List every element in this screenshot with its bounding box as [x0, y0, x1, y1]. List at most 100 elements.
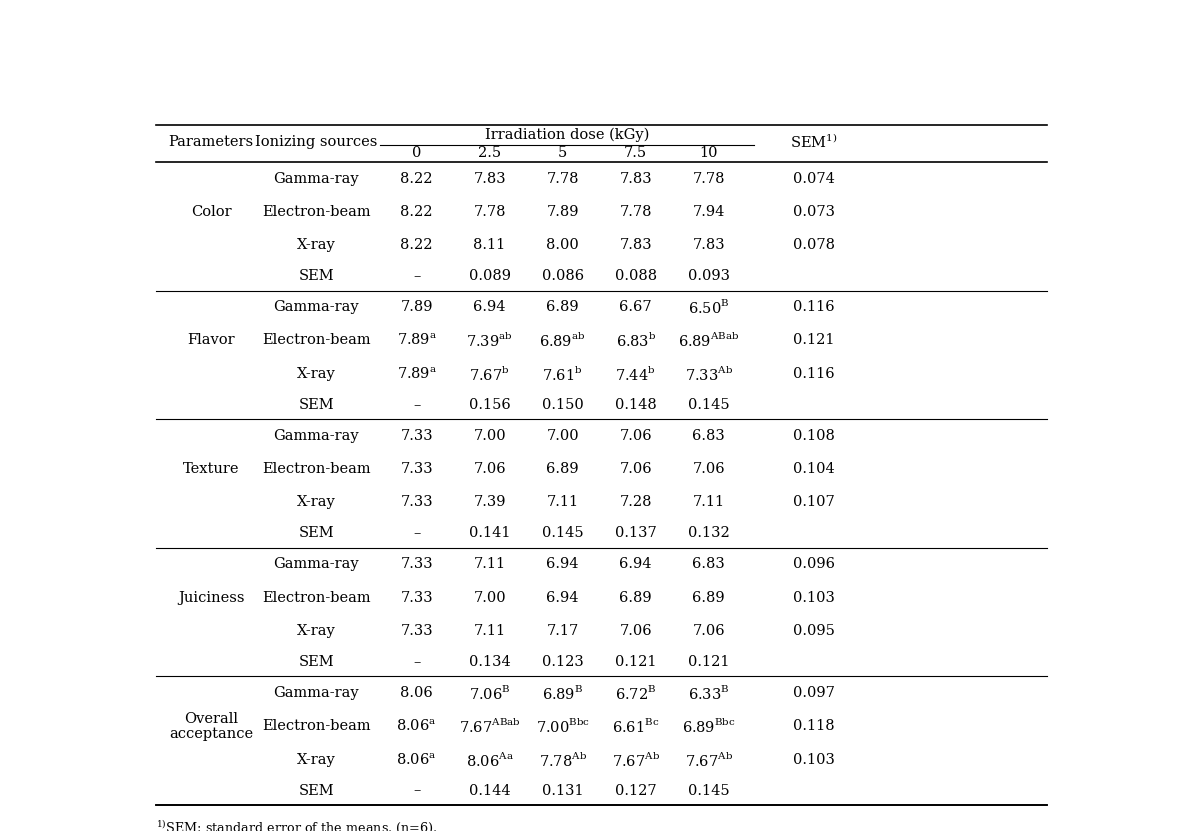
- Text: 7.83: 7.83: [693, 238, 724, 252]
- Text: Electron-beam: Electron-beam: [262, 204, 370, 219]
- Text: Irradiation dose (kGy): Irradiation dose (kGy): [485, 127, 649, 142]
- Text: 7.67$^{\mathregular{b}}$: 7.67$^{\mathregular{b}}$: [469, 365, 510, 383]
- Text: 6.83: 6.83: [693, 558, 726, 572]
- Text: 7.06: 7.06: [620, 462, 651, 476]
- Text: 6.89$^{\mathregular{ab}}$: 6.89$^{\mathregular{ab}}$: [540, 332, 585, 350]
- Text: 6.89$^{\mathregular{ABab}}$: 6.89$^{\mathregular{ABab}}$: [679, 332, 740, 350]
- Text: 7.44$^{\mathregular{b}}$: 7.44$^{\mathregular{b}}$: [615, 365, 656, 383]
- Text: 6.89: 6.89: [547, 462, 578, 476]
- Text: acceptance: acceptance: [170, 726, 253, 740]
- Text: –: –: [412, 269, 421, 283]
- Text: 6.83$^{\mathregular{b}}$: 6.83$^{\mathregular{b}}$: [616, 332, 656, 350]
- Text: 0.095: 0.095: [793, 624, 835, 638]
- Text: 0.093: 0.093: [688, 269, 729, 283]
- Text: 8.22: 8.22: [401, 171, 432, 185]
- Text: Texture: Texture: [183, 462, 239, 476]
- Text: 0.096: 0.096: [793, 558, 835, 572]
- Text: SEM: SEM: [298, 398, 333, 411]
- Text: –: –: [412, 784, 421, 798]
- Text: Electron-beam: Electron-beam: [262, 720, 370, 733]
- Text: Electron-beam: Electron-beam: [262, 462, 370, 476]
- Text: 6.67: 6.67: [620, 300, 651, 314]
- Text: 7.67$^{\mathregular{Ab}}$: 7.67$^{\mathregular{Ab}}$: [684, 750, 733, 769]
- Text: 0.132: 0.132: [688, 526, 729, 540]
- Text: 7.33: 7.33: [401, 558, 432, 572]
- Text: 7.06$^{\mathregular{B}}$: 7.06$^{\mathregular{B}}$: [469, 684, 510, 702]
- Text: 7.39: 7.39: [474, 495, 505, 509]
- Text: 7.39$^{\mathregular{ab}}$: 7.39$^{\mathregular{ab}}$: [466, 332, 512, 350]
- Text: 6.89$^{\mathregular{Bbc}}$: 6.89$^{\mathregular{Bbc}}$: [682, 717, 735, 735]
- Text: 7.5: 7.5: [624, 145, 647, 160]
- Text: 0.121: 0.121: [793, 333, 834, 347]
- Text: 0.127: 0.127: [615, 784, 656, 798]
- Text: 0.086: 0.086: [542, 269, 584, 283]
- Text: 7.83: 7.83: [620, 238, 651, 252]
- Text: 0.134: 0.134: [469, 655, 510, 669]
- Text: 7.06: 7.06: [693, 462, 724, 476]
- Text: Parameters: Parameters: [168, 135, 253, 149]
- Text: –: –: [412, 526, 421, 540]
- Text: 7.78: 7.78: [693, 171, 724, 185]
- Text: X-ray: X-ray: [297, 238, 336, 252]
- Text: Gamma-ray: Gamma-ray: [273, 300, 359, 314]
- Text: 6.33$^{\mathregular{B}}$: 6.33$^{\mathregular{B}}$: [688, 684, 729, 702]
- Text: 0.123: 0.123: [542, 655, 583, 669]
- Text: 7.89$^{\mathregular{a}}$: 7.89$^{\mathregular{a}}$: [397, 366, 437, 381]
- Text: 7.89$^{\mathregular{a}}$: 7.89$^{\mathregular{a}}$: [397, 332, 437, 348]
- Text: 7.06: 7.06: [474, 462, 505, 476]
- Text: 0.089: 0.089: [469, 269, 510, 283]
- Text: X-ray: X-ray: [297, 495, 336, 509]
- Text: 7.06: 7.06: [693, 624, 724, 638]
- Text: Gamma-ray: Gamma-ray: [273, 558, 359, 572]
- Text: 6.83: 6.83: [693, 429, 726, 443]
- Text: 7.33: 7.33: [401, 591, 432, 605]
- Text: 0.073: 0.073: [793, 204, 835, 219]
- Text: 7.00: 7.00: [547, 429, 578, 443]
- Text: 7.33: 7.33: [401, 462, 432, 476]
- Text: SEM: SEM: [298, 655, 333, 669]
- Text: 0.103: 0.103: [793, 591, 835, 605]
- Text: $^{\mathregular{1)}}$SEM: standard error of the means. (n=6).: $^{\mathregular{1)}}$SEM: standard error…: [157, 819, 438, 831]
- Text: 8.06: 8.06: [401, 686, 434, 700]
- Text: 0.116: 0.116: [793, 366, 834, 381]
- Text: 7.00$^{\mathregular{Bbc}}$: 7.00$^{\mathregular{Bbc}}$: [536, 717, 590, 735]
- Text: SEM: SEM: [298, 269, 333, 283]
- Text: 0.145: 0.145: [688, 784, 729, 798]
- Text: 6.89: 6.89: [620, 591, 651, 605]
- Text: Ionizing sources: Ionizing sources: [254, 135, 377, 149]
- Text: 5: 5: [558, 145, 568, 160]
- Text: 0.131: 0.131: [542, 784, 583, 798]
- Text: 6.89$^{\mathregular{B}}$: 6.89$^{\mathregular{B}}$: [542, 684, 583, 702]
- Text: –: –: [412, 655, 421, 669]
- Text: 0.141: 0.141: [469, 526, 510, 540]
- Text: Juiciness: Juiciness: [178, 591, 244, 605]
- Text: 7.89: 7.89: [547, 204, 578, 219]
- Text: 0.107: 0.107: [793, 495, 834, 509]
- Text: 0.074: 0.074: [793, 171, 835, 185]
- Text: 8.22: 8.22: [401, 204, 432, 219]
- Text: 7.11: 7.11: [547, 495, 578, 509]
- Text: 0.078: 0.078: [793, 238, 835, 252]
- Text: 7.00: 7.00: [474, 429, 505, 443]
- Text: X-ray: X-ray: [297, 753, 336, 766]
- Text: 7.78: 7.78: [547, 171, 578, 185]
- Text: 6.94: 6.94: [474, 300, 505, 314]
- Text: 8.11: 8.11: [474, 238, 505, 252]
- Text: 7.11: 7.11: [474, 558, 505, 572]
- Text: 7.28: 7.28: [620, 495, 651, 509]
- Text: SEM$^{\mathregular{1)}}$: SEM$^{\mathregular{1)}}$: [790, 133, 838, 151]
- Text: 0.150: 0.150: [542, 398, 583, 411]
- Text: 6.72$^{\mathregular{B}}$: 6.72$^{\mathregular{B}}$: [615, 684, 656, 702]
- Text: 8.06$^{\mathregular{a}}$: 8.06$^{\mathregular{a}}$: [396, 751, 437, 768]
- Text: 7.17: 7.17: [547, 624, 578, 638]
- Text: 6.89: 6.89: [693, 591, 724, 605]
- Text: 0.104: 0.104: [793, 462, 834, 476]
- Text: 7.89: 7.89: [401, 300, 432, 314]
- Text: 7.11: 7.11: [693, 495, 724, 509]
- Text: 7.06: 7.06: [620, 624, 651, 638]
- Text: 7.33: 7.33: [401, 495, 432, 509]
- Text: 7.11: 7.11: [474, 624, 505, 638]
- Text: 8.22: 8.22: [401, 238, 432, 252]
- Text: X-ray: X-ray: [297, 624, 336, 638]
- Text: 0.118: 0.118: [793, 720, 834, 733]
